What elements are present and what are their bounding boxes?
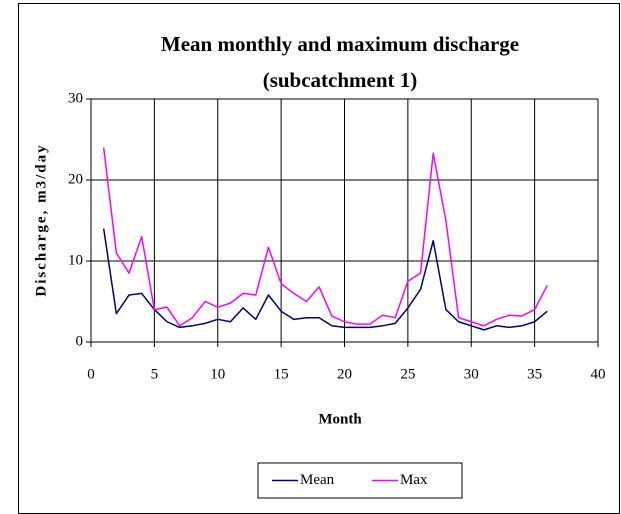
y-tick-label: 20 <box>68 171 83 187</box>
x-tick-label: 40 <box>591 366 606 382</box>
y-tick-label: 0 <box>76 333 84 349</box>
x-tick-label: 5 <box>151 366 159 382</box>
x-axis-label: Month <box>318 411 362 427</box>
x-tick-label: 20 <box>337 366 352 382</box>
x-tick-label: 15 <box>274 366 289 382</box>
y-tick-label: 30 <box>68 90 83 106</box>
x-tick-label: 30 <box>464 366 479 382</box>
x-tick-label: 10 <box>210 366 225 382</box>
legend-label: Mean <box>300 472 335 488</box>
chart-subtitle: (subcatchment 1) <box>263 68 418 92</box>
data-line <box>102 147 548 327</box>
x-tick-label: 0 <box>87 366 95 382</box>
x-tick-label: 35 <box>527 366 542 382</box>
y-axis-label: Discharge, m3/day <box>33 143 49 296</box>
legend-label: Max <box>400 472 428 488</box>
x-tick-label: 25 <box>400 366 415 382</box>
y-tick-label: 10 <box>68 252 83 268</box>
data-line <box>102 228 548 331</box>
chart-title: Mean monthly and maximum discharge <box>161 32 519 56</box>
